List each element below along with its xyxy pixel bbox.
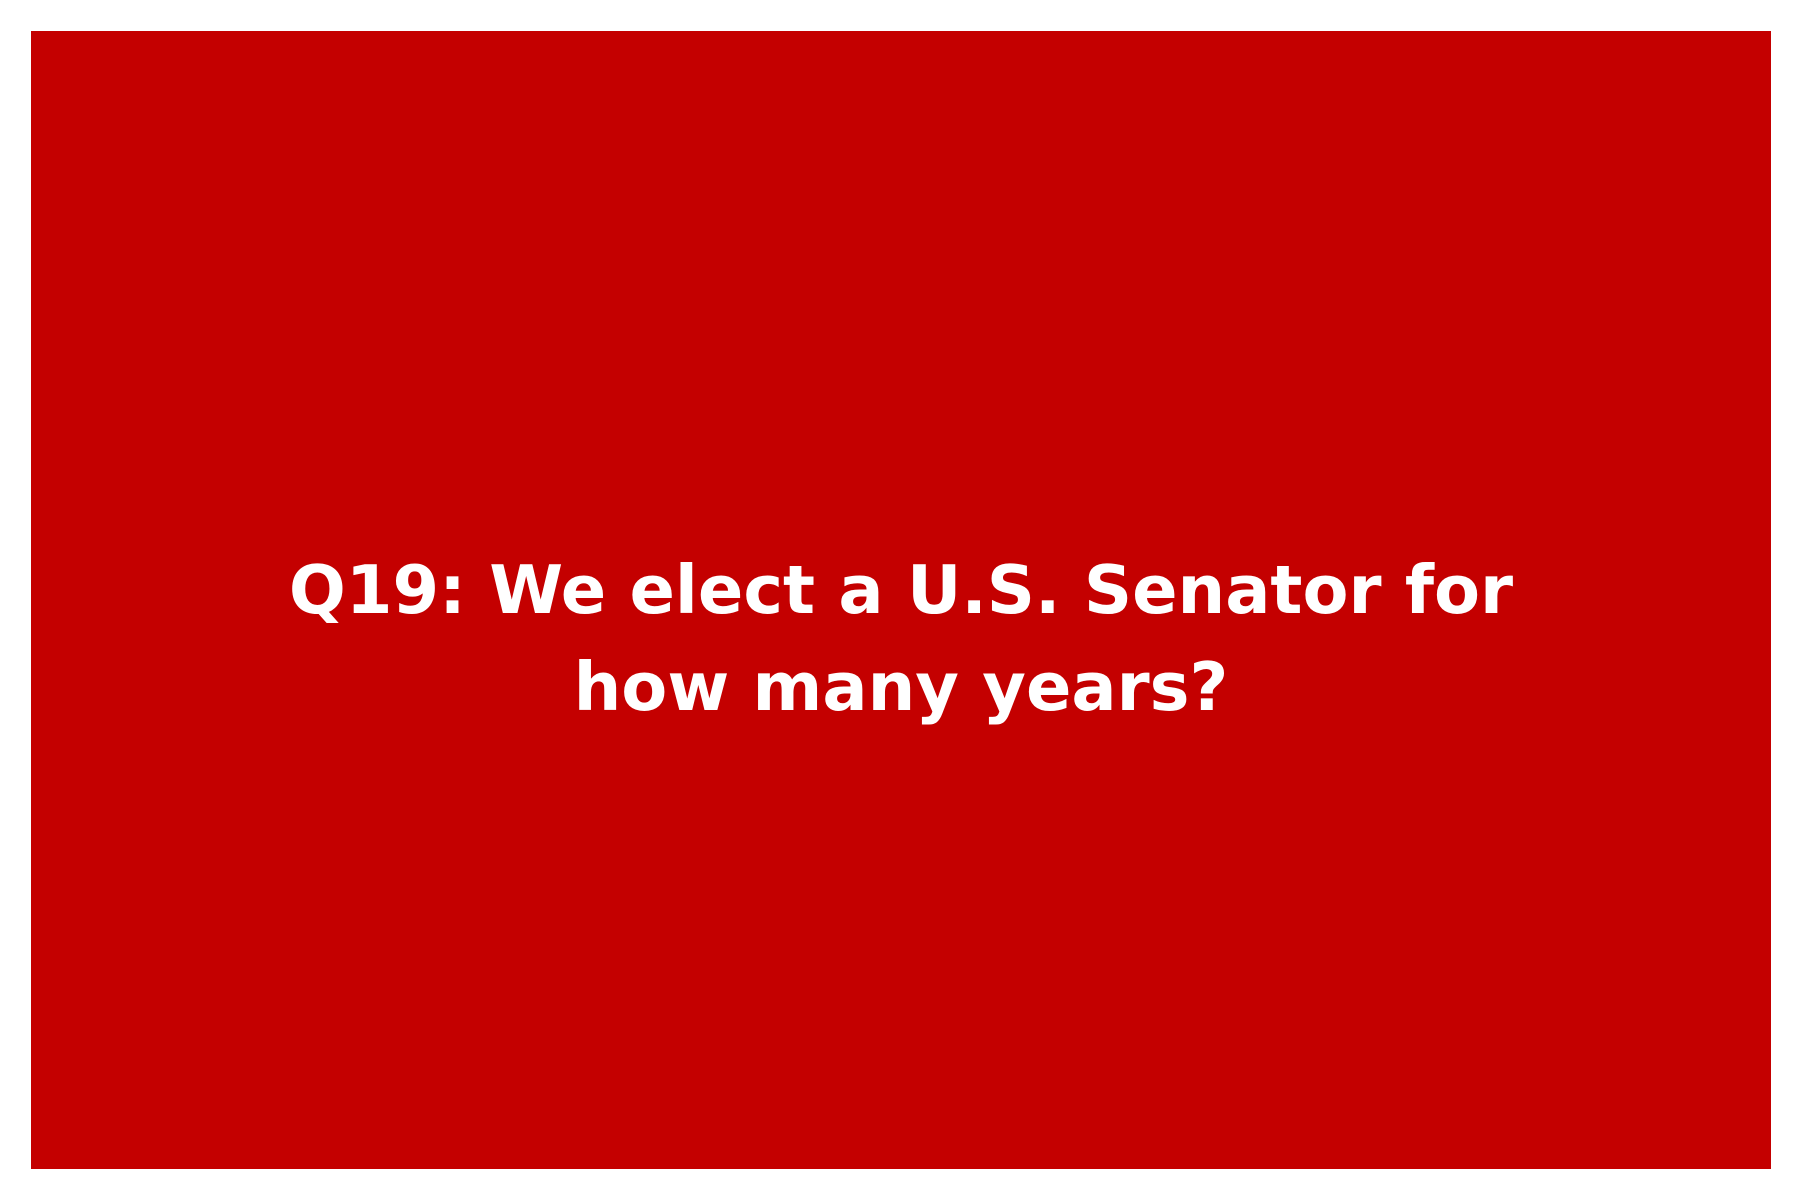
question-text: Q19: We elect a U.S. Senator for how man… [31,542,1771,736]
question-slide: Q19: We elect a U.S. Senator for how man… [31,31,1771,1169]
question-line-1: Q19: We elect a U.S. Senator for [288,551,1514,629]
question-line-2: how many years? [573,648,1229,726]
